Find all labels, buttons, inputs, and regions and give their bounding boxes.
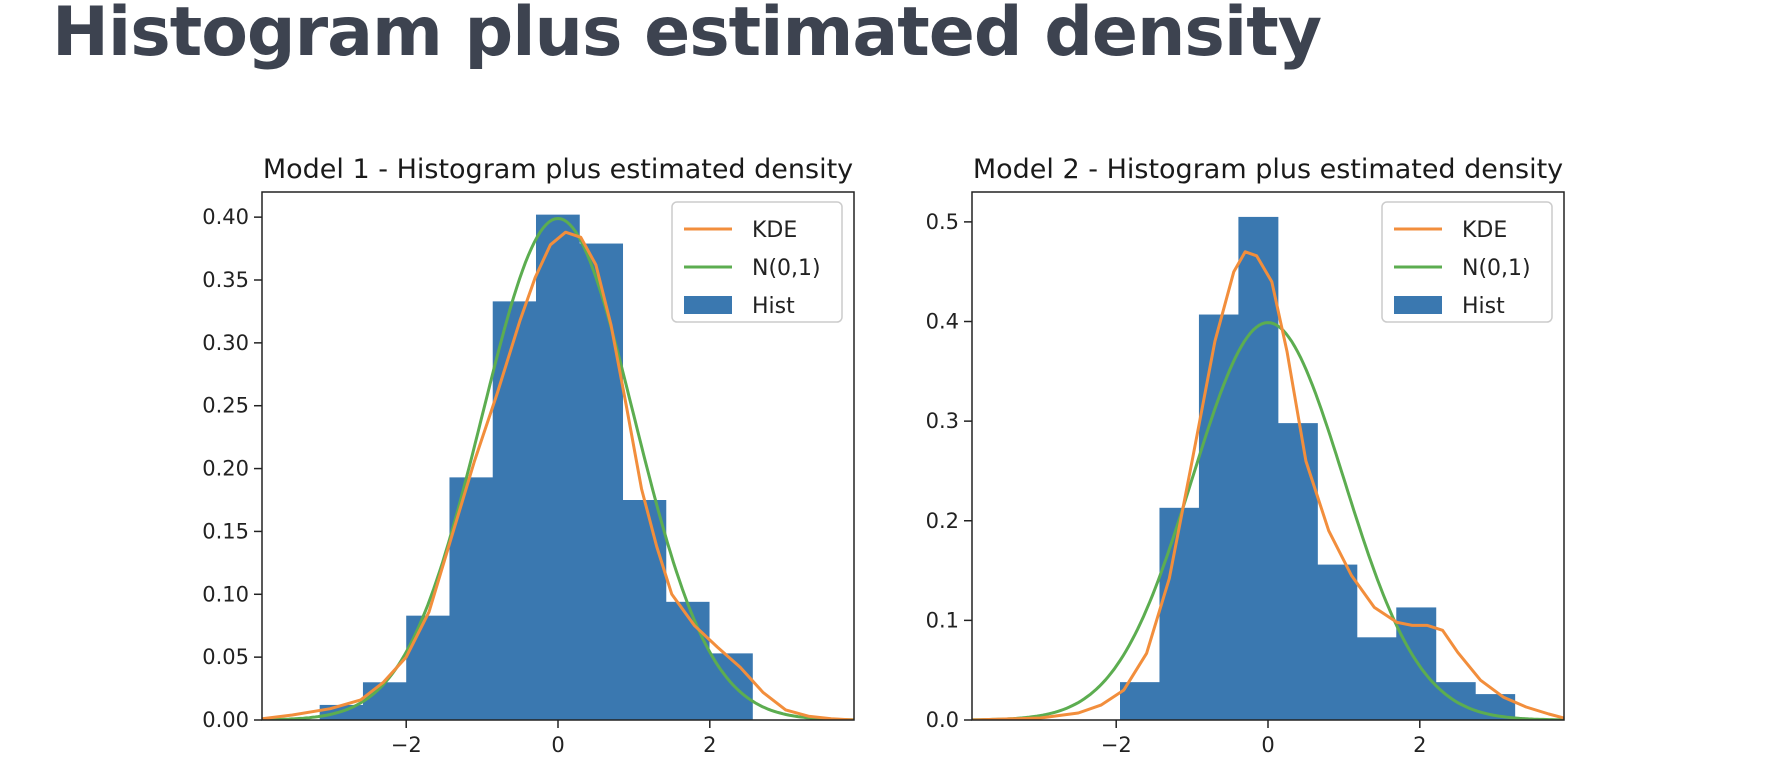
chart-title: Model 2 - Histogram plus estimated densi… (973, 154, 1563, 185)
hist-bar (406, 615, 450, 720)
y-tick-label: 0.35 (202, 268, 249, 292)
legend-box (1381, 201, 1553, 323)
x-tick-label: −2 (391, 733, 422, 757)
legend-label: KDE (1462, 218, 1507, 243)
x-tick-label: 0 (1261, 733, 1274, 757)
x-tick-label: 2 (703, 733, 716, 757)
y-tick-label: 0.4 (926, 310, 959, 334)
legend-label: KDE (752, 218, 797, 243)
hist-bar (1277, 423, 1318, 720)
y-tick-label: 0.20 (202, 457, 249, 481)
y-tick-label: 0.05 (202, 645, 249, 669)
legend-label: N(0,1) (752, 256, 821, 281)
hist-bar (1238, 216, 1279, 720)
plot-area (972, 216, 1564, 720)
chart-title: Model 1 - Histogram plus estimated densi… (263, 154, 853, 185)
x-tick-label: 0 (551, 733, 564, 757)
legend-hist-swatch (684, 296, 732, 314)
kde-line (972, 250, 1564, 720)
legend-hist-swatch (1394, 296, 1442, 314)
chart-2: Model 2 - Histogram plus estimated densi… (926, 154, 1565, 757)
y-tick-label: 0.30 (202, 331, 249, 355)
legend: KDE N(0,1) Hist (671, 201, 843, 323)
hist-bar (579, 243, 624, 720)
y-tick-label: 0.25 (202, 394, 249, 418)
y-tick-label: 0.0 (926, 708, 959, 732)
hist-bar (1317, 564, 1358, 720)
normal-pdf-line (262, 216, 854, 720)
y-tick-label: 0.10 (202, 582, 249, 606)
legend-label: Hist (752, 294, 795, 319)
page-title: Histogram plus estimated density (52, 0, 1322, 72)
legend-label: Hist (1462, 294, 1505, 319)
legend: KDE N(0,1) Hist (1381, 201, 1553, 323)
legend-label: N(0,1) (1462, 256, 1531, 281)
hist-bar (665, 601, 710, 720)
y-tick-label: 0.15 (202, 519, 249, 543)
hist-bar (362, 682, 407, 720)
normal-pdf-line (972, 321, 1564, 720)
y-tick-label: 0.3 (926, 409, 959, 433)
hist-bar (1356, 637, 1397, 720)
hist-bar (1159, 507, 1200, 720)
x-tick-label: −2 (1101, 733, 1132, 757)
y-tick-label: 0.00 (202, 708, 249, 732)
x-tick-label: 2 (1413, 733, 1426, 757)
hist-bar (1198, 314, 1239, 720)
y-tick-label: 0.5 (926, 210, 959, 234)
hist-bar (535, 214, 580, 720)
kde-line (262, 230, 854, 720)
y-tick-label: 0.1 (926, 608, 959, 632)
chart-1: Model 1 - Histogram plus estimated densi… (202, 154, 855, 757)
hist-bar (492, 301, 537, 720)
legend-box (671, 201, 843, 323)
y-tick-label: 0.40 (202, 205, 249, 229)
plot-area (262, 214, 854, 720)
y-tick-label: 0.2 (926, 509, 959, 533)
hist-bar (1120, 682, 1160, 720)
hist-bar (622, 500, 667, 720)
